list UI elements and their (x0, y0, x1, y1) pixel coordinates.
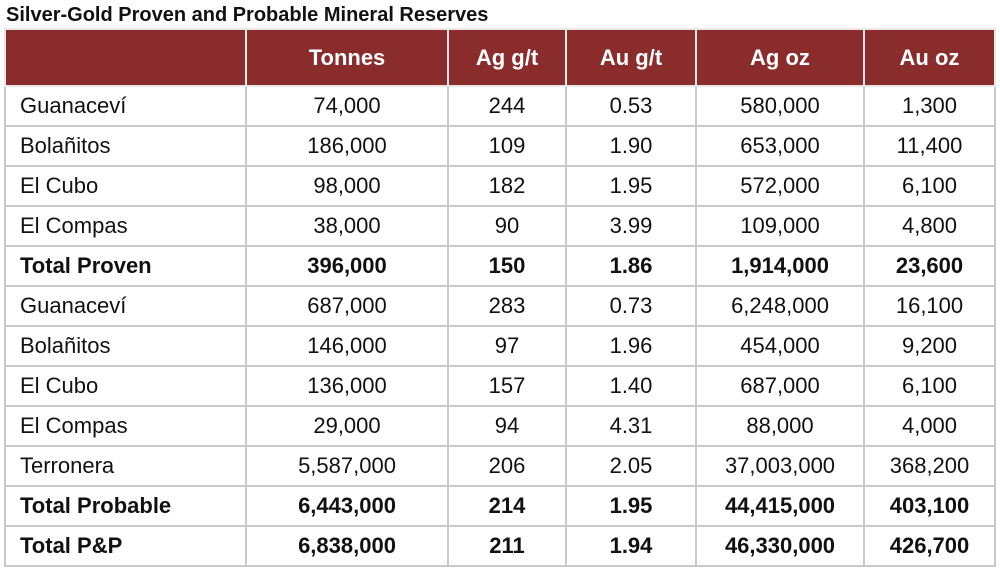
total-row: Total Proven 396,000 150 1.86 1,914,000 23,60… (4, 245, 996, 287)
ag-ounces-cell: 6,248,000 (695, 285, 865, 327)
reserves-table: Tonnes Ag g/t Au g/t Ag oz Au oz Guanace… (4, 28, 996, 567)
row-label-cell: Bolañitos (4, 325, 247, 367)
ag-ounces-cell: 653,000 (695, 125, 865, 167)
au-grade-cell: 1.86 (565, 245, 697, 287)
tonnes-cell: 6,443,000 (245, 485, 449, 527)
row-label-cell: Total Proven (4, 245, 247, 287)
table-row: Guanaceví 687,000 283 0.73 6,248,000 16,100 (4, 285, 996, 327)
au-ounces-cell: 16,100 (863, 285, 996, 327)
ag-grade-cell: 109 (447, 125, 567, 167)
ag-grade-cell: 211 (447, 525, 567, 567)
header-cell-label (4, 28, 247, 87)
tonnes-cell: 74,000 (245, 85, 449, 127)
au-ounces-cell: 368,200 (863, 445, 996, 487)
au-grade-cell: 4.31 (565, 405, 697, 447)
au-grade-cell: 3.99 (565, 205, 697, 247)
row-label-cell: El Cubo (4, 365, 247, 407)
header-cell-au-ounces: Au oz (863, 28, 996, 87)
ag-grade-cell: 97 (447, 325, 567, 367)
au-ounces-cell: 9,200 (863, 325, 996, 367)
ag-grade-cell: 90 (447, 205, 567, 247)
tonnes-cell: 396,000 (245, 245, 449, 287)
ag-grade-cell: 182 (447, 165, 567, 207)
ag-ounces-cell: 88,000 (695, 405, 865, 447)
row-label-cell: Terronera (4, 445, 247, 487)
row-label-cell: Bolañitos (4, 125, 247, 167)
ag-ounces-cell: 46,330,000 (695, 525, 865, 567)
row-label-cell: Total P&P (4, 525, 247, 567)
tonnes-cell: 98,000 (245, 165, 449, 207)
header-cell-ag-grade: Ag g/t (447, 28, 567, 87)
ag-grade-cell: 94 (447, 405, 567, 447)
tonnes-cell: 29,000 (245, 405, 449, 447)
row-label-cell: Guanaceví (4, 285, 247, 327)
ag-ounces-cell: 109,000 (695, 205, 865, 247)
table-row: Terronera 5,587,000 206 2.05 37,003,000 368,2… (4, 445, 996, 487)
ag-grade-cell: 283 (447, 285, 567, 327)
row-label-cell: Guanaceví (4, 85, 247, 127)
au-grade-cell: 1.90 (565, 125, 697, 167)
ag-ounces-cell: 37,003,000 (695, 445, 865, 487)
ag-grade-cell: 157 (447, 365, 567, 407)
au-grade-cell: 1.96 (565, 325, 697, 367)
au-ounces-cell: 6,100 (863, 365, 996, 407)
header-cell-ag-ounces: Ag oz (695, 28, 865, 87)
tonnes-cell: 6,838,000 (245, 525, 449, 567)
ag-grade-cell: 214 (447, 485, 567, 527)
tonnes-cell: 136,000 (245, 365, 449, 407)
table-row: El Cubo 98,000 182 1.95 572,000 6,100 (4, 165, 996, 207)
row-label-cell: Total Probable (4, 485, 247, 527)
row-label-cell: El Compas (4, 205, 247, 247)
ag-ounces-cell: 572,000 (695, 165, 865, 207)
au-ounces-cell: 4,000 (863, 405, 996, 447)
header-cell-tonnes: Tonnes (245, 28, 449, 87)
au-grade-cell: 1.95 (565, 485, 697, 527)
au-ounces-cell: 11,400 (863, 125, 996, 167)
total-row: Total Probable 6,443,000 214 1.95 44,415,000… (4, 485, 996, 527)
total-row: Total P&P 6,838,000 211 1.94 46,330,000 426,7… (4, 525, 996, 567)
au-grade-cell: 1.95 (565, 165, 697, 207)
table-title: Silver-Gold Proven and Probable Mineral … (6, 4, 489, 26)
header-cell-au-grade: Au g/t (565, 28, 697, 87)
au-ounces-cell: 1,300 (863, 85, 996, 127)
reserves-table-container: Tonnes Ag g/t Au g/t Ag oz Au oz Guanace… (4, 28, 996, 567)
tonnes-cell: 186,000 (245, 125, 449, 167)
au-ounces-cell: 4,800 (863, 205, 996, 247)
ag-grade-cell: 206 (447, 445, 567, 487)
ag-ounces-cell: 1,914,000 (695, 245, 865, 287)
table-row: Bolañitos 186,000 109 1.90 653,000 11,400 (4, 125, 996, 167)
au-grade-cell: 0.53 (565, 85, 697, 127)
au-ounces-cell: 6,100 (863, 165, 996, 207)
table-row: Guanaceví 74,000 244 0.53 580,000 1,300 (4, 85, 996, 127)
au-grade-cell: 2.05 (565, 445, 697, 487)
au-grade-cell: 1.94 (565, 525, 697, 567)
au-ounces-cell: 403,100 (863, 485, 996, 527)
table-row: El Compas 38,000 90 3.99 109,000 4,800 (4, 205, 996, 247)
row-label-cell: El Compas (4, 405, 247, 447)
tonnes-cell: 146,000 (245, 325, 449, 367)
table-row: El Compas 29,000 94 4.31 88,000 4,000 (4, 405, 996, 447)
ag-grade-cell: 244 (447, 85, 567, 127)
au-ounces-cell: 23,600 (863, 245, 996, 287)
table-row: El Cubo 136,000 157 1.40 687,000 6,100 (4, 365, 996, 407)
header-row: Tonnes Ag g/t Au g/t Ag oz Au oz (4, 28, 996, 87)
row-label-cell: El Cubo (4, 165, 247, 207)
au-grade-cell: 1.40 (565, 365, 697, 407)
ag-ounces-cell: 454,000 (695, 325, 865, 367)
table-row: Bolañitos 146,000 97 1.96 454,000 9,200 (4, 325, 996, 367)
ag-grade-cell: 150 (447, 245, 567, 287)
au-grade-cell: 0.73 (565, 285, 697, 327)
ag-ounces-cell: 687,000 (695, 365, 865, 407)
tonnes-cell: 5,587,000 (245, 445, 449, 487)
tonnes-cell: 687,000 (245, 285, 449, 327)
ag-ounces-cell: 44,415,000 (695, 485, 865, 527)
tonnes-cell: 38,000 (245, 205, 449, 247)
ag-ounces-cell: 580,000 (695, 85, 865, 127)
table-body: Guanaceví 74,000 244 0.53 580,000 1,300 Bolañi… (4, 85, 996, 567)
au-ounces-cell: 426,700 (863, 525, 996, 567)
